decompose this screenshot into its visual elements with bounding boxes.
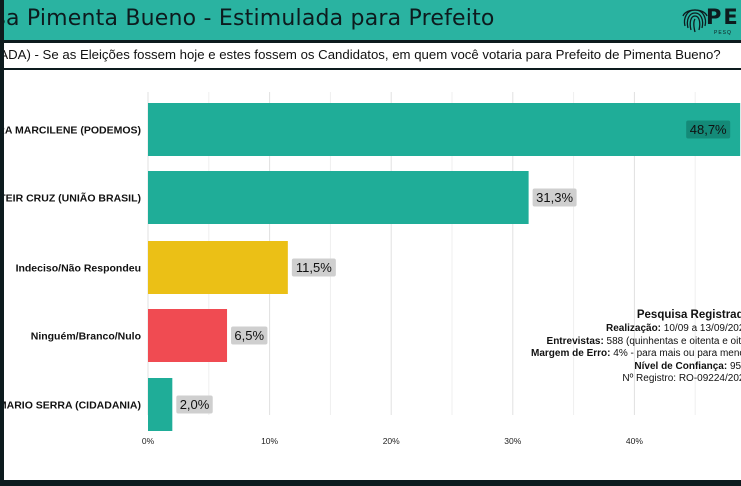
x-tick-label: 10% <box>261 436 278 446</box>
x-tick-label: 0% <box>142 436 155 446</box>
value-label-box <box>686 120 731 139</box>
registration-value: 4% - para mais ou para menos <box>610 348 741 360</box>
fingerprint-icon <box>682 9 708 33</box>
value-label: 48,7% <box>690 122 727 137</box>
registration-value: 10/09 a 13/09/2024 <box>663 323 741 334</box>
survey-registration-box: Pesquisa Registrada Realização: 10/09 a … <box>520 308 741 386</box>
value-label: 31,3% <box>536 190 573 205</box>
x-tick-label: 40% <box>626 436 643 446</box>
registration-value: Nº Registro: RO-09224/2024 <box>622 373 741 385</box>
x-tick-label: 30% <box>504 436 521 446</box>
bar <box>148 241 288 294</box>
category-label: DRA MARCILENE (PODEMOS) <box>0 125 141 137</box>
header-divider <box>0 40 741 43</box>
question-divider <box>0 68 741 70</box>
registration-label: Entrevistas: <box>546 335 604 347</box>
bar <box>148 171 529 224</box>
bar <box>148 309 228 362</box>
value-label-box <box>231 326 268 345</box>
category-label: MARIO SERRA (CIDADANIA) <box>0 400 141 412</box>
bottom-frame-edge <box>0 480 741 486</box>
value-label: 6,5% <box>234 328 264 343</box>
category-label: Ninguém/Branco/Nulo <box>31 331 141 343</box>
registration-row: Entrevistas: 588 (quinhentas e oitenta e… <box>520 336 741 349</box>
registration-row: Margem de Erro: 4% - para mais ou para m… <box>520 348 741 361</box>
bar <box>148 378 173 431</box>
registration-value: 588 (quinhentas e oitenta e oito) <box>603 335 741 347</box>
value-label-box <box>176 395 213 414</box>
header-bar: isa Pimenta Bueno - Estimulada para Pref… <box>0 0 741 40</box>
category-label: Indeciso/Não Respondeu <box>16 263 141 275</box>
value-label: 11,5% <box>296 260 332 275</box>
value-label-box <box>291 258 336 277</box>
brand-logo-text: PE <box>706 5 740 29</box>
registration-label: Margem de Erro: <box>531 348 611 360</box>
value-label: 2,0% <box>180 397 210 412</box>
registration-row: Nº Registro: RO-09224/2024 <box>520 373 741 386</box>
registration-row: Realização: 10/09 a 13/09/2024 <box>520 323 741 336</box>
x-tick-label: 20% <box>383 436 400 446</box>
left-frame-edge <box>0 0 4 486</box>
page-title: isa Pimenta Bueno - Estimulada para Pref… <box>0 6 495 31</box>
brand-logo-subtext: PESQ <box>714 30 732 36</box>
registration-row: Nível de Confiança: 95% <box>520 361 741 374</box>
survey-question: LADA) - Se as Eleições fossem hoje e est… <box>0 47 721 62</box>
bar-chart: DRA MARCILENE (PODEMOS) ALTEIR CRUZ (UNIÃ… <box>0 92 741 446</box>
registration-label: Nível de Confiança: <box>634 360 728 372</box>
value-label-box <box>532 188 577 207</box>
registration-value: 95% <box>729 360 741 372</box>
bar <box>148 103 741 156</box>
category-label: ALTEIR CRUZ (UNIÃO BRASIL) <box>0 192 141 205</box>
registration-label: Realização: <box>605 323 662 334</box>
registration-title: Pesquisa Registrada <box>636 309 741 321</box>
